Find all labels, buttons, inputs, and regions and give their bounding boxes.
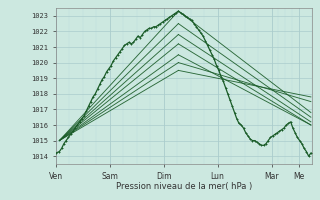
X-axis label: Pression niveau de la mer( hPa ): Pression niveau de la mer( hPa ) (116, 182, 252, 191)
